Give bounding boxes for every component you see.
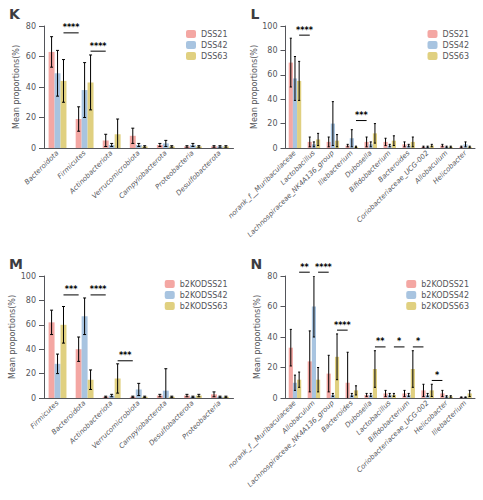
svg-text:Helicobacter: Helicobacter bbox=[412, 399, 450, 436]
svg-text:100: 100 bbox=[262, 22, 277, 31]
svg-text:b2KODSS42: b2KODSS42 bbox=[180, 291, 228, 300]
svg-text:60: 60 bbox=[267, 302, 277, 311]
svg-text:*: * bbox=[435, 371, 440, 380]
svg-text:60: 60 bbox=[267, 70, 277, 79]
svg-text:M: M bbox=[9, 256, 23, 272]
svg-text:DSS42: DSS42 bbox=[201, 41, 228, 50]
svg-text:Bacteroidota: Bacteroidota bbox=[23, 149, 60, 186]
svg-text:****: **** bbox=[90, 42, 108, 51]
svg-text:80: 80 bbox=[267, 272, 277, 281]
svg-text:Proteobacteria: Proteobacteria bbox=[181, 399, 223, 441]
svg-text:b2KODSS63: b2KODSS63 bbox=[421, 302, 469, 311]
svg-text:0: 0 bbox=[272, 394, 277, 403]
svg-text:Helicobacter: Helicobacter bbox=[432, 148, 470, 186]
svg-text:20: 20 bbox=[26, 369, 36, 378]
svg-text:80: 80 bbox=[26, 22, 36, 31]
svg-text:*: * bbox=[397, 337, 402, 346]
svg-text:Bifidobacterium: Bifidobacterium bbox=[347, 149, 393, 195]
svg-text:80: 80 bbox=[267, 46, 277, 55]
svg-text:Campylobacterota: Campylobacterota bbox=[117, 149, 168, 200]
svg-text:norank_f__Muribaculaceae: norank_f__Muribaculaceae bbox=[227, 149, 298, 220]
svg-text:DSS21: DSS21 bbox=[201, 30, 228, 39]
svg-text:Verrucomicrobiota: Verrucomicrobiota bbox=[90, 149, 141, 200]
svg-text:60: 60 bbox=[26, 52, 36, 61]
svg-text:Bacteroides: Bacteroides bbox=[319, 399, 355, 435]
svg-text:DSS63: DSS63 bbox=[201, 52, 228, 61]
svg-text:**: ** bbox=[376, 337, 385, 346]
svg-text:****: **** bbox=[315, 263, 333, 272]
svg-text:Bacteroides: Bacteroides bbox=[376, 149, 412, 185]
svg-text:0: 0 bbox=[272, 144, 277, 153]
svg-text:Firmicutes: Firmicutes bbox=[56, 149, 88, 181]
svg-text:****: **** bbox=[90, 285, 108, 294]
svg-text:Desulfobacterota: Desulfobacterota bbox=[148, 399, 196, 447]
svg-text:60: 60 bbox=[26, 320, 36, 329]
svg-text:****: **** bbox=[63, 23, 81, 32]
svg-text:Dubosella: Dubosella bbox=[343, 399, 374, 430]
svg-text:Mean proportions(%): Mean proportions(%) bbox=[250, 45, 259, 129]
svg-text:40: 40 bbox=[26, 345, 36, 354]
svg-text:Lactobacillus: Lactobacillus bbox=[354, 399, 393, 437]
svg-text:Actinobacteriota: Actinobacteriota bbox=[67, 149, 114, 196]
svg-text:40: 40 bbox=[267, 333, 277, 342]
svg-text:N: N bbox=[251, 256, 263, 272]
svg-text:Verrucomicrobiota: Verrucomicrobiota bbox=[90, 399, 141, 450]
svg-text:***: *** bbox=[65, 285, 78, 294]
svg-text:Coriobacteriaceae_UCG-002: Coriobacteriaceae_UCG-002 bbox=[355, 149, 431, 225]
svg-text:20: 20 bbox=[26, 113, 36, 122]
svg-text:Illebacterium: Illebacterium bbox=[316, 149, 355, 188]
svg-text:***: *** bbox=[119, 351, 132, 360]
svg-text:b2KODSS21: b2KODSS21 bbox=[180, 280, 228, 289]
svg-text:0: 0 bbox=[31, 144, 36, 153]
svg-text:Lachnospiraceae_NK4A136_group: Lachnospiraceae_NK4A136_group bbox=[246, 149, 336, 239]
svg-text:**: ** bbox=[300, 263, 309, 272]
svg-text:Bifidobacterium: Bifidobacterium bbox=[366, 399, 412, 445]
svg-text:K: K bbox=[9, 6, 21, 22]
svg-text:norank_f__Muribaculaceae: norank_f__Muribaculaceae bbox=[227, 399, 298, 470]
svg-text:Desulfobacterota: Desulfobacterota bbox=[175, 149, 223, 197]
svg-text:Mean proportions(%): Mean proportions(%) bbox=[253, 295, 262, 379]
svg-text:Allobaculum: Allobaculum bbox=[280, 399, 317, 436]
svg-text:Lachnospiraceae_NK4A136_group: Lachnospiraceae_NK4A136_group bbox=[246, 399, 336, 489]
svg-text:Firmicutes: Firmicutes bbox=[28, 399, 61, 431]
svg-text:****: **** bbox=[296, 26, 314, 35]
svg-text:Proteobacteria: Proteobacteria bbox=[153, 149, 196, 192]
svg-text:****: **** bbox=[334, 321, 352, 330]
svg-text:80: 80 bbox=[26, 296, 36, 305]
svg-text:20: 20 bbox=[267, 119, 277, 128]
svg-text:Mean proportions(%): Mean proportions(%) bbox=[12, 45, 21, 129]
svg-text:Campylobacterota: Campylobacterota bbox=[117, 399, 168, 450]
svg-text:*: * bbox=[416, 337, 421, 346]
svg-text:Mean proportions(%): Mean proportions(%) bbox=[8, 295, 17, 379]
svg-text:Dubosella: Dubosella bbox=[343, 149, 374, 180]
svg-text:Allobaculum: Allobaculum bbox=[413, 149, 450, 186]
svg-text:DSS21: DSS21 bbox=[443, 30, 470, 39]
svg-text:b2KODSS21: b2KODSS21 bbox=[421, 280, 469, 289]
svg-text:40: 40 bbox=[26, 83, 36, 92]
svg-text:Coriobacteriaceae_UCG-002: Coriobacteriaceae_UCG-002 bbox=[355, 399, 431, 475]
svg-text:100: 100 bbox=[21, 272, 36, 281]
svg-text:40: 40 bbox=[267, 95, 277, 104]
svg-text:20: 20 bbox=[267, 363, 277, 372]
svg-text:DSS63: DSS63 bbox=[443, 52, 470, 61]
svg-text:Lactobacillus: Lactobacillus bbox=[278, 149, 317, 187]
svg-text:L: L bbox=[251, 6, 260, 22]
svg-text:b2KODSS42: b2KODSS42 bbox=[421, 291, 469, 300]
svg-text:0: 0 bbox=[31, 394, 36, 403]
svg-text:***: *** bbox=[355, 111, 368, 120]
svg-text:Actinobacteriota: Actinobacteriota bbox=[67, 399, 114, 446]
svg-text:Bacteroidota: Bacteroidota bbox=[50, 399, 88, 437]
svg-text:DSS42: DSS42 bbox=[443, 41, 470, 50]
svg-text:b2KODSS63: b2KODSS63 bbox=[180, 302, 228, 311]
svg-text:Illebacterium: Illebacterium bbox=[430, 399, 468, 437]
